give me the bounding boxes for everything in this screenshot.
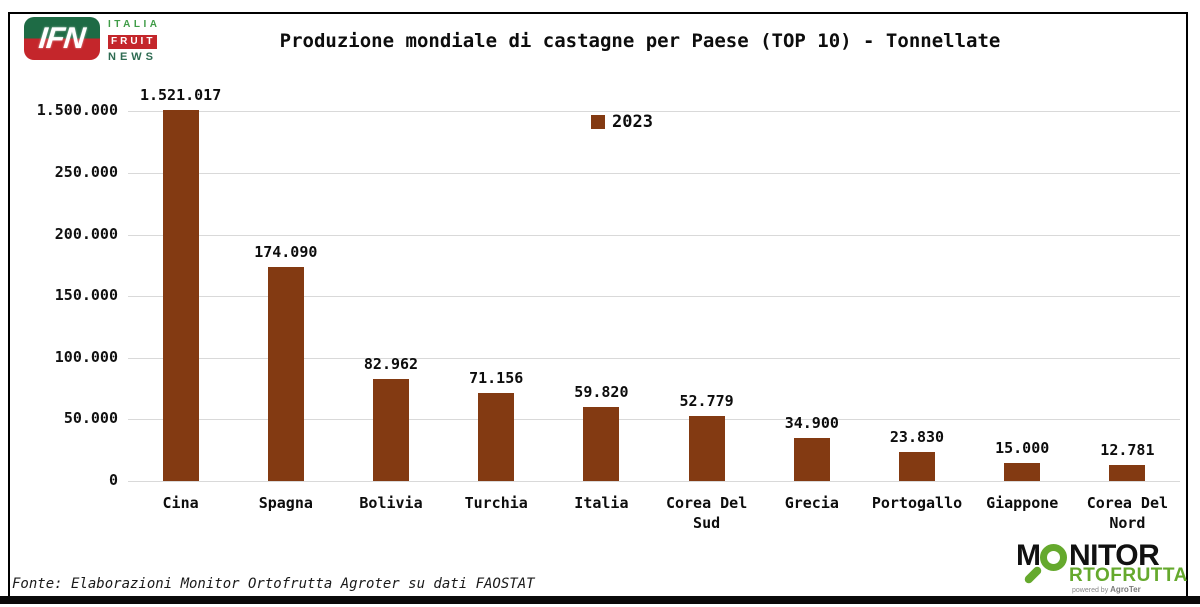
x-axis-category-label: Corea Del Sud xyxy=(665,494,748,532)
bar-value-label: 52.779 xyxy=(679,391,734,410)
x-axis-category-label: Spagna xyxy=(258,494,313,512)
x-axis-category-label: Italia xyxy=(574,494,629,512)
bar-value-label: 1.521.017 xyxy=(139,85,222,104)
chart-legend: 2023 xyxy=(591,112,653,132)
y-axis-tick-label: 0 xyxy=(108,471,118,489)
gridline xyxy=(128,111,1180,112)
bar-value-label: 59.820 xyxy=(574,383,629,402)
bar-value-label: 12.781 xyxy=(1100,441,1155,460)
bottom-rule xyxy=(0,596,1200,604)
ifn-italia-label: ITALIA xyxy=(108,19,161,30)
gridline xyxy=(128,357,1180,359)
x-axis-category-label: Portogallo xyxy=(871,494,963,512)
bar-value-label: 34.900 xyxy=(784,414,839,432)
ifn-news-label: NEWS xyxy=(108,51,157,63)
bar xyxy=(1109,465,1146,481)
gridline xyxy=(128,419,1180,421)
gridline xyxy=(128,296,1180,298)
gridline xyxy=(128,173,1180,174)
x-axis-category-label: Bolivia xyxy=(359,494,423,512)
y-axis-tick-label: 150.000 xyxy=(54,286,118,305)
ifn-badge-icon: IFN xyxy=(24,17,100,60)
ifn-fruit-label: FRUIT xyxy=(108,35,158,49)
bar-value-label: 71.156 xyxy=(469,369,524,388)
bar-value-label: 174.090 xyxy=(254,242,318,261)
monitor-ortofrutta-logo: M NITOR RTOFRUTTA powered by AgroTer xyxy=(1016,539,1192,596)
ifn-logo: IFN ITALIA FRUIT NEWS xyxy=(24,16,196,64)
x-axis-category-label: Turchia xyxy=(464,494,528,512)
gridline xyxy=(128,481,1180,482)
bar xyxy=(688,415,725,481)
bar xyxy=(899,451,935,481)
y-axis-tick-label: 50.000 xyxy=(63,409,118,428)
bar-value-label: 15.000 xyxy=(995,438,1050,457)
y-axis-tick-label: 200.000 xyxy=(54,224,118,243)
powered-by-label: powered by AgroTer xyxy=(1072,585,1141,594)
magnifier-icon xyxy=(1040,544,1067,571)
x-axis-category-label: Cina xyxy=(162,494,199,512)
monitor-nitor-label: NITOR xyxy=(1069,539,1160,572)
y-axis-tick-label: 250.000 xyxy=(54,163,118,181)
ortofrutta-label: RTOFRUTTA xyxy=(1069,565,1188,586)
legend-label: 2023 xyxy=(612,112,653,132)
bar xyxy=(478,393,515,481)
ifn-wordmark: ITALIA FRUIT NEWS xyxy=(108,18,160,64)
y-axis-tick-label: 1.500.000 xyxy=(36,101,118,119)
chart-title: Produzione mondiale di castagne per Paes… xyxy=(279,30,1001,52)
bar xyxy=(162,109,199,481)
bar-value-label: 82.962 xyxy=(363,354,419,373)
ifn-abbr: IFN xyxy=(37,21,87,55)
source-note: Fonte: Elaborazioni Monitor Ortofrutta A… xyxy=(12,576,535,592)
gridline xyxy=(128,234,1180,236)
bar xyxy=(1004,462,1041,481)
bar xyxy=(267,266,304,481)
agroter-brand-label: AgroTer xyxy=(1110,585,1141,594)
bar xyxy=(583,407,620,481)
powered-by-text: powered by xyxy=(1072,587,1109,594)
x-axis-category-label: Giappone xyxy=(986,494,1059,512)
chart-frame xyxy=(8,12,1188,597)
x-axis-category-label: Corea Del Nord xyxy=(1086,494,1169,532)
legend-swatch-icon xyxy=(591,115,605,129)
bar xyxy=(373,378,409,481)
y-axis-tick-label: 100.000 xyxy=(54,347,118,366)
bar xyxy=(793,438,830,481)
bar-value-label: 23.830 xyxy=(889,427,945,446)
x-axis-category-label: Grecia xyxy=(784,494,839,512)
